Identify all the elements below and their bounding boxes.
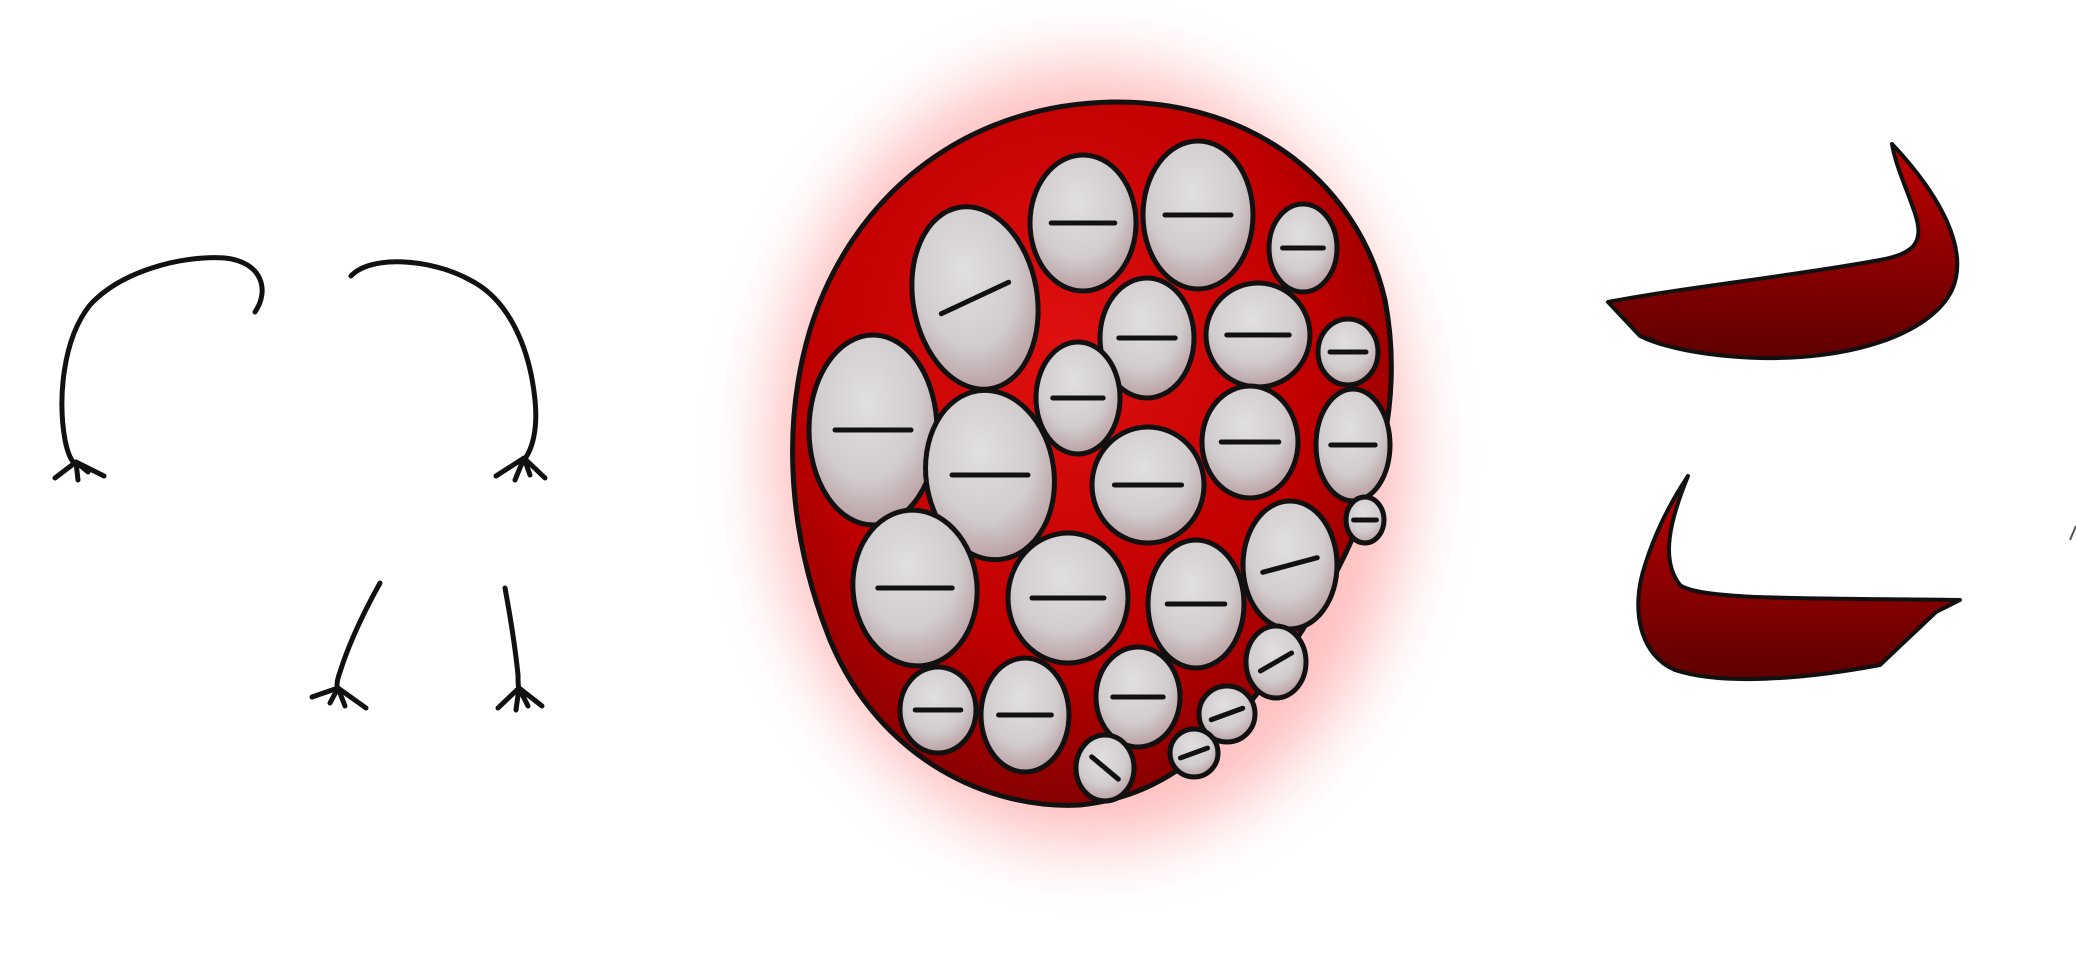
edge-stroke-fragment	[2069, 525, 2076, 541]
arms-sprite	[52, 255, 548, 483]
left-leg	[309, 580, 383, 711]
egg-pod-slit	[1208, 705, 1246, 723]
left-arm	[52, 255, 265, 483]
egg-pod-slit	[1177, 745, 1211, 761]
right-arm	[348, 259, 548, 483]
egg-pod-slit	[1260, 555, 1320, 575]
legs-sprite	[309, 580, 545, 713]
egg-pod-slit	[1257, 650, 1295, 674]
egg-pod-slit	[1089, 754, 1121, 782]
lower-horn-sprite	[1636, 474, 1962, 682]
egg-pods	[806, 138, 1393, 804]
egg-cluster-sprite	[770, 65, 1410, 845]
upper-horn-sprite	[1606, 142, 1960, 361]
egg-pod-slit	[938, 279, 1012, 317]
right-leg	[495, 585, 545, 713]
